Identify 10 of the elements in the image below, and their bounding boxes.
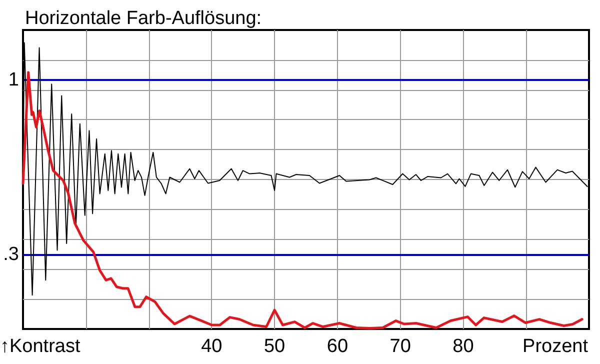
y-axis-title: ↑Kontrast bbox=[0, 336, 81, 357]
x-axis-title: Prozent bbox=[522, 336, 589, 357]
ref-line-label: .3 bbox=[3, 244, 19, 265]
x-tick-label: 80 bbox=[452, 336, 474, 357]
chart-title: Horizontale Farb-Auflösung: bbox=[25, 8, 262, 29]
x-tick-label: 40 bbox=[201, 336, 222, 357]
x-tick-label: 60 bbox=[326, 336, 348, 357]
x-tick-label: 70 bbox=[390, 336, 411, 357]
ref-line-label: 1 bbox=[8, 69, 19, 90]
x-tick-label: 50 bbox=[264, 336, 286, 357]
